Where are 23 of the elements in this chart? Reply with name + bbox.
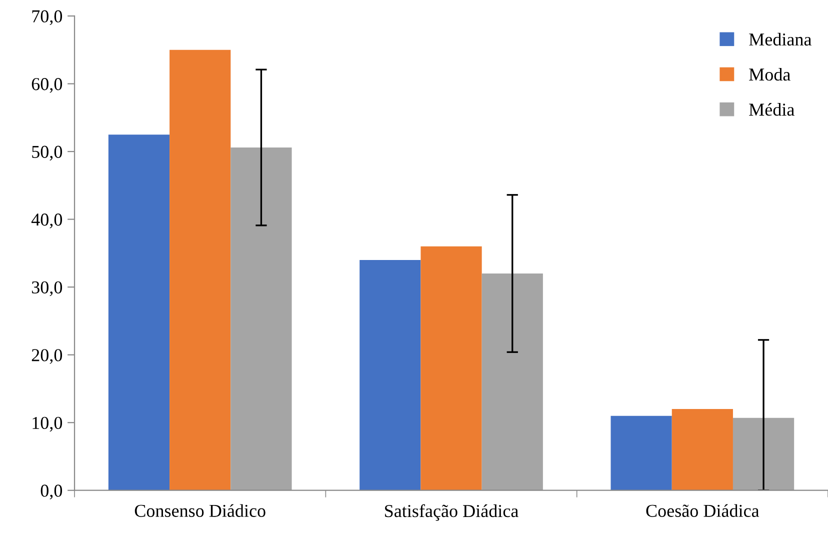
- bar: [420, 246, 482, 490]
- y-tick-label: 20,0: [32, 349, 62, 364]
- y-tick-label: 30,0: [32, 281, 62, 296]
- x-tick-label: Satisfação Diádica: [385, 504, 518, 521]
- y-tick-label: 40,0: [31, 214, 62, 228]
- x-tick-label: Consenso Diádico: [134, 504, 266, 517]
- y-tick-label: 70,0: [32, 10, 62, 26]
- bar: [672, 409, 733, 490]
- x-tick-label: Coesão Diádica: [646, 504, 760, 517]
- bar: [610, 416, 672, 490]
- y-tick-label: 60,0: [32, 78, 62, 93]
- bar: [732, 418, 794, 490]
- y-tick-label: 10,0: [32, 416, 62, 432]
- bar: [108, 134, 170, 490]
- legend-label: Mediana: [749, 32, 812, 46]
- bar: [360, 260, 421, 490]
- bar: [170, 50, 231, 490]
- y-tick-label: 50,0: [32, 146, 62, 161]
- y-tick-label: 0,0: [40, 484, 62, 500]
- legend-label: Média: [749, 103, 794, 116]
- bar: [482, 274, 543, 490]
- bar: [230, 147, 292, 490]
- legend-label: Moda: [749, 68, 790, 81]
